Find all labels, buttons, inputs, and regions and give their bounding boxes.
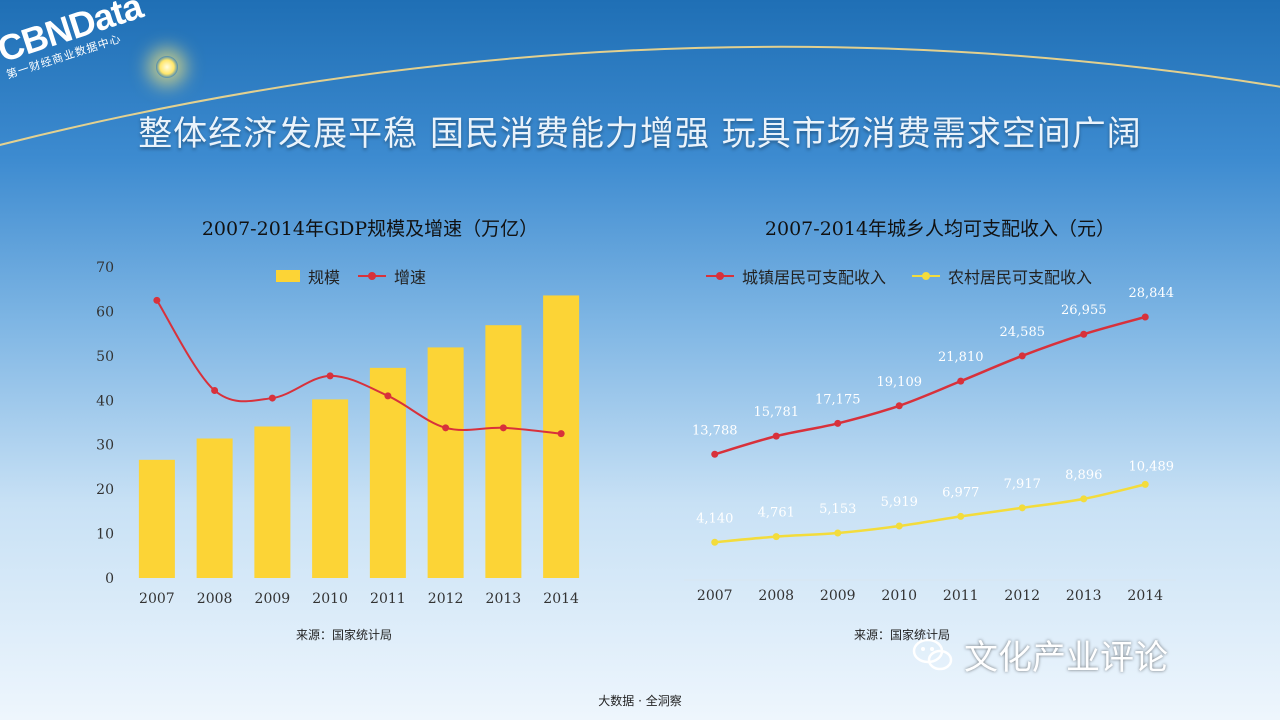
x-tick-label: 2012	[428, 591, 464, 607]
growth-point	[211, 387, 219, 395]
legend-rural-swatch	[912, 272, 941, 280]
y-tick-label: 40	[96, 393, 114, 409]
rural-data-label: 5,919	[881, 495, 918, 510]
urban-data-label: 17,175	[815, 392, 861, 407]
rural-income-point	[1018, 504, 1026, 512]
y-tick-label: 20	[96, 482, 114, 498]
urban-data-label: 26,955	[1061, 303, 1107, 318]
urban-income-point	[1018, 352, 1026, 360]
urban-data-label: 28,844	[1129, 286, 1175, 301]
gdp-chart-title: 2007-2014年GDP规模及增速（万亿）	[201, 218, 539, 240]
rural-income-point	[711, 538, 719, 546]
urban-income-point	[957, 377, 965, 385]
y-tick-label: 30	[96, 438, 114, 454]
y-tick-label: 0	[105, 571, 114, 587]
growth-point	[442, 424, 450, 432]
growth-point	[384, 392, 392, 400]
x-tick-label: 2014	[1127, 588, 1163, 604]
y-tick-label: 70	[96, 260, 114, 276]
bar	[312, 399, 349, 578]
watermark-text: 文化产业评论	[964, 638, 1168, 678]
watermark: 文化产业评论	[912, 630, 1168, 679]
rural-income-point	[772, 533, 780, 541]
income-chart-title: 2007-2014年城乡人均可支配收入（元）	[764, 218, 1116, 240]
growth-point	[557, 430, 565, 438]
x-tick-label: 2011	[943, 588, 979, 604]
x-tick-label: 2009	[255, 591, 291, 607]
bar	[138, 459, 175, 578]
rural-data-label: 10,489	[1129, 459, 1175, 474]
growth-point	[326, 372, 334, 380]
rural-data-label: 4,140	[696, 511, 733, 526]
legend-growth-label: 增速	[394, 268, 427, 287]
gdp-source: 来源：国家统计局	[296, 628, 393, 642]
x-tick-label: 2007	[139, 591, 175, 607]
legend-line-swatch	[358, 272, 387, 280]
legend-rural-label: 农村居民可支配收入	[948, 268, 1093, 287]
urban-income-point	[1141, 313, 1149, 321]
x-tick-label: 2013	[1066, 588, 1102, 604]
wechat-icon	[912, 638, 953, 670]
x-tick-label: 2009	[820, 588, 856, 604]
urban-income-line	[714, 315, 1146, 456]
x-tick-label: 2014	[543, 591, 579, 607]
growth-point	[153, 296, 161, 304]
x-tick-label: 2011	[370, 591, 406, 607]
y-tick-label: 50	[96, 349, 114, 365]
rural-data-label: 7,917	[1004, 477, 1041, 492]
legend-bar-swatch	[276, 270, 300, 282]
gdp-chart: 0 10 20 30 40 50 60 70 2007 2008 2009 2010 2011 2012 2…	[96, 260, 580, 607]
growth-point	[499, 424, 507, 432]
x-tick-label: 2013	[486, 591, 522, 607]
urban-data-label: 21,810	[938, 350, 984, 365]
x-tick-label: 2008	[758, 588, 794, 604]
bar	[427, 347, 464, 578]
footer-slogan: 大数据 · 全洞察	[598, 694, 682, 708]
urban-income-point	[772, 432, 780, 440]
rural-data-label: 6,977	[942, 485, 979, 500]
income-legend: 城镇居民可支配收入 农村居民可支配收入	[706, 264, 1092, 288]
bar	[254, 426, 291, 578]
bar	[196, 438, 233, 578]
rural-data-label: 5,153	[819, 502, 856, 517]
urban-data-label: 24,585	[1000, 325, 1046, 340]
rural-income-point	[1141, 480, 1149, 488]
urban-data-label: 13,788	[692, 423, 738, 438]
y-tick-label: 60	[96, 304, 114, 320]
income-chart: 2007 2008 2009 2010 2011 2012 2013 2014 13,788 15…	[684, 286, 1176, 604]
rural-income-point	[1080, 495, 1088, 503]
x-tick-label: 2012	[1004, 588, 1040, 604]
legend-scale-label: 规模	[308, 268, 341, 287]
x-tick-label: 2010	[881, 588, 917, 604]
bar	[485, 325, 522, 578]
sun-glow-icon	[156, 56, 178, 78]
rural-income-line	[714, 483, 1146, 544]
legend-urban-swatch	[706, 272, 734, 280]
y-tick-label: 10	[96, 527, 114, 543]
urban-income-point	[1080, 330, 1088, 338]
page-title: 整体经济发展平稳 国民消费能力增强 玩具市场消费需求空间广阔	[138, 114, 1142, 154]
urban-income-point	[711, 450, 719, 458]
rural-income-point	[957, 512, 965, 520]
x-tick-label: 2007	[697, 588, 733, 604]
urban-data-label: 19,109	[877, 375, 923, 390]
growth-point	[268, 394, 276, 402]
x-tick-label: 2010	[312, 591, 348, 607]
urban-data-label: 15,781	[754, 405, 800, 420]
rural-data-label: 8,896	[1065, 468, 1102, 483]
rural-income-point	[895, 522, 903, 530]
rural-data-label: 4,761	[758, 506, 795, 521]
gdp-legend: 规模 增速	[276, 264, 426, 288]
rural-income-point	[834, 529, 842, 537]
bar	[369, 367, 406, 578]
legend-urban-label: 城镇居民可支配收入	[742, 268, 887, 287]
urban-income-point	[834, 419, 842, 427]
urban-income-point	[895, 402, 903, 410]
x-tick-label: 2008	[197, 591, 233, 607]
